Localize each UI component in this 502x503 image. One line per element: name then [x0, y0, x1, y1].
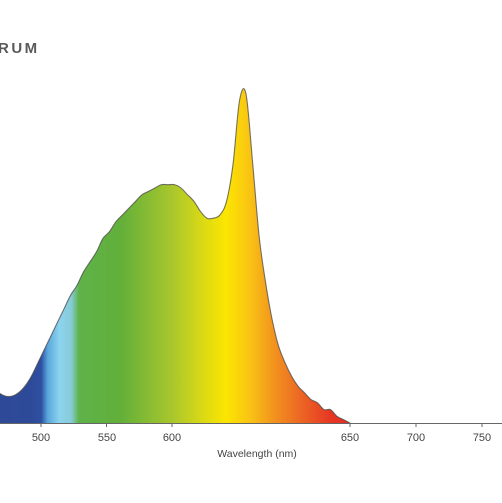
x-tick-label-750: 750	[473, 432, 491, 444]
x-tick-label-700: 700	[407, 432, 425, 444]
x-axis-title: Wavelength (nm)	[217, 448, 297, 460]
spectrum-area	[0, 88, 350, 423]
x-tick-label-650: 650	[341, 432, 359, 444]
plot-area	[0, 88, 351, 424]
x-axis-ticks	[40, 423, 483, 427]
x-tick-label-500: 500	[32, 432, 50, 444]
spectrum-outline	[0, 88, 351, 424]
x-tick-label-600: 600	[163, 432, 181, 444]
chart-title: RUM	[0, 40, 40, 57]
x-tick-label-550: 550	[98, 432, 116, 444]
x-axis-tick-labels: 500 550 600 650 700 750	[32, 432, 491, 444]
